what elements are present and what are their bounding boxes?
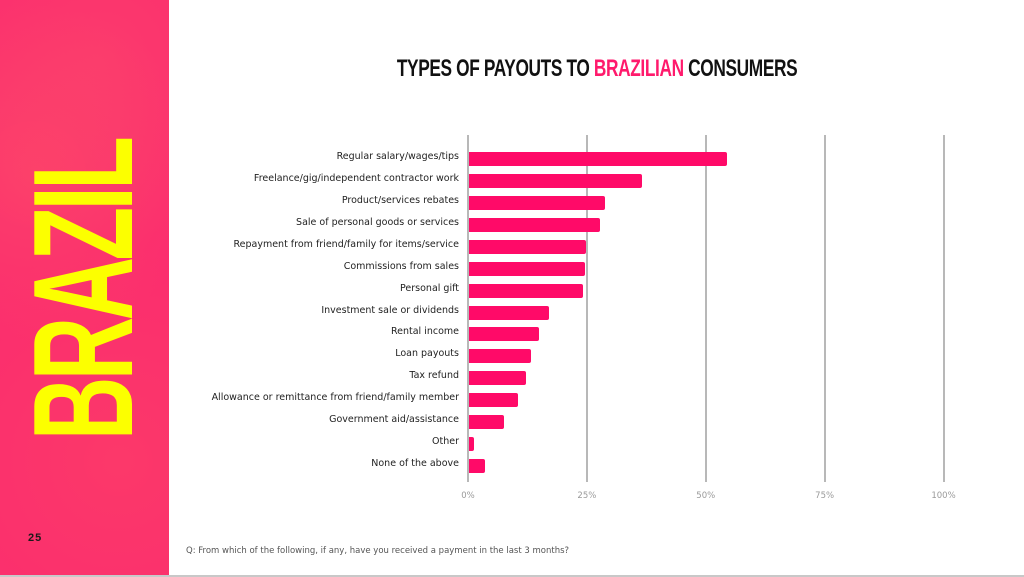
bar — [469, 437, 475, 452]
bar — [469, 283, 584, 298]
title-part-2: CONSUMERS — [683, 55, 798, 82]
bar — [469, 217, 600, 232]
category-label: Allowance or remittance from friend/fami… — [211, 392, 459, 404]
category-label: Commissions from sales — [343, 260, 459, 272]
gridline — [585, 135, 588, 482]
chart-title: TYPES OF PAYOUTS TO BRAZILIAN CONSUMERS — [170, 55, 1024, 83]
bar-row: Repayment from friend/family for items/s… — [0, 236, 1024, 258]
bar — [469, 173, 642, 188]
bar-row: Loan payouts — [0, 345, 1024, 367]
bar-row: Other — [0, 433, 1024, 455]
bar-row: None of the above — [0, 455, 1024, 477]
gridline — [823, 135, 826, 482]
x-tick-label: 0% — [461, 491, 475, 501]
bar-row: Sale of personal goods or services — [0, 214, 1024, 236]
x-tick-label: 75% — [815, 491, 835, 501]
bar — [469, 349, 531, 364]
x-tick-label: 25% — [577, 491, 597, 501]
title-accent: BRAZILIAN — [593, 55, 684, 82]
bar-row: Investment sale or dividends — [0, 302, 1024, 324]
gridline — [942, 135, 945, 482]
bar — [469, 459, 486, 474]
category-label: Tax refund — [409, 370, 459, 382]
bar-row: Government aid/assistance — [0, 411, 1024, 433]
category-label: Other — [432, 436, 459, 448]
survey-question-footnote: Q: From which of the following, if any, … — [186, 546, 570, 556]
bar-row: Tax refund — [0, 367, 1024, 389]
bar — [469, 152, 728, 166]
bottom-divider — [0, 575, 1024, 577]
page-number: 25 — [28, 532, 43, 544]
x-tick-label: 100% — [931, 491, 956, 501]
bar — [469, 261, 585, 276]
category-label: Rental income — [390, 326, 459, 338]
side-panel: BRAZIL 25 — [0, 0, 169, 577]
category-label: Investment sale or dividends — [321, 304, 459, 316]
bar — [469, 239, 587, 254]
bar — [469, 305, 549, 320]
title-part-1: TYPES OF PAYOUTS TO — [396, 55, 594, 82]
category-label: None of the above — [371, 458, 459, 470]
bar — [469, 195, 605, 210]
gridline — [467, 135, 469, 482]
bar — [469, 415, 505, 430]
category-label: Repayment from friend/family for items/s… — [233, 238, 459, 250]
bar — [469, 371, 526, 386]
bar — [469, 393, 518, 408]
bar-row: Product/services rebates — [0, 192, 1024, 214]
bar-row: Freelance/gig/independent contractor wor… — [0, 170, 1024, 192]
category-label: Product/services rebates — [341, 194, 459, 206]
category-label: Regular salary/wages/tips — [336, 151, 459, 162]
x-tick-label: 50% — [696, 491, 716, 501]
bar-row: Commissions from sales — [0, 258, 1024, 280]
bar — [469, 327, 539, 342]
category-label: Government aid/assistance — [329, 414, 459, 426]
bar-row: Rental income — [0, 323, 1024, 345]
category-label: Freelance/gig/independent contractor wor… — [253, 172, 459, 184]
gridline — [704, 135, 707, 482]
bar-row: Regular salary/wages/tips — [0, 148, 1024, 170]
category-label: Sale of personal goods or services — [296, 216, 459, 228]
bar-row: Personal gift — [0, 280, 1024, 302]
category-label: Loan payouts — [395, 348, 459, 360]
category-label: Personal gift — [400, 282, 459, 294]
bar-row: Allowance or remittance from friend/fami… — [0, 389, 1024, 411]
